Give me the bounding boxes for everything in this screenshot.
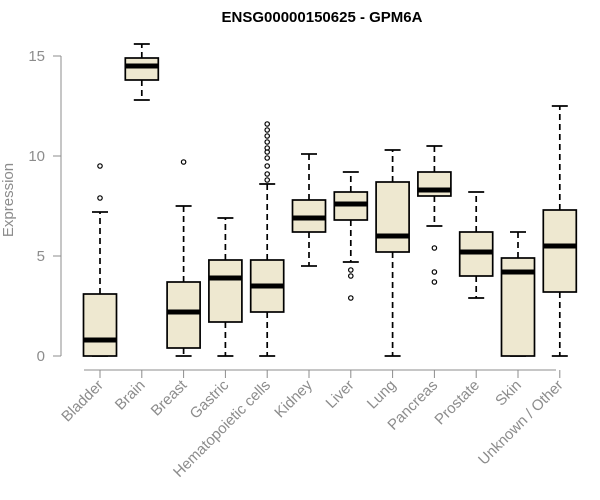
y-tick-label: 15 xyxy=(28,48,45,65)
box-group xyxy=(166,159,201,357)
boxes xyxy=(82,43,578,357)
category-label: Kidney xyxy=(271,376,316,421)
outlier-point xyxy=(180,159,187,165)
y-ticks: 0 5 10 15 xyxy=(28,48,61,365)
box-group xyxy=(249,121,285,357)
iqr-box xyxy=(375,181,410,253)
box-group xyxy=(542,105,578,357)
outlier-point xyxy=(264,177,271,183)
iqr-box xyxy=(208,259,243,323)
category-label: Bladder xyxy=(58,377,107,426)
iqr-box xyxy=(166,281,201,349)
y-axis-label: Expression xyxy=(0,163,17,237)
outlier-point xyxy=(347,295,354,301)
outlier-point xyxy=(347,267,354,273)
outlier-point xyxy=(264,127,271,133)
iqr-box xyxy=(542,209,578,293)
outlier-point xyxy=(264,145,271,151)
y-tick-label: 5 xyxy=(37,248,45,265)
outlier-point xyxy=(97,163,103,169)
y-tick-label: 10 xyxy=(28,148,45,165)
outlier-point xyxy=(431,269,438,275)
box-group xyxy=(333,171,369,301)
box-group xyxy=(500,231,536,357)
box-group xyxy=(208,217,243,357)
category-label: Skin xyxy=(492,377,525,410)
outlier-point xyxy=(264,121,271,127)
box-group xyxy=(82,163,118,357)
box-group xyxy=(124,43,160,101)
x-ticks xyxy=(99,370,561,378)
category-label: Breast xyxy=(148,376,191,419)
y-tick-label: 0 xyxy=(37,348,45,365)
chart-title: ENSG00000150625 - GPM6A xyxy=(222,9,423,26)
box-group xyxy=(458,191,494,299)
outlier-point xyxy=(264,163,271,169)
category-label: Liver xyxy=(323,377,358,412)
box-group xyxy=(375,149,410,357)
outlier-point xyxy=(264,171,271,177)
box-group xyxy=(291,153,327,267)
iqr-box xyxy=(82,293,118,357)
outlier-point xyxy=(264,155,271,161)
outlier-point xyxy=(347,273,354,279)
box-group xyxy=(417,145,452,285)
outlier-point xyxy=(97,195,103,201)
category-label: Prostate xyxy=(431,377,483,429)
category-label: Lung xyxy=(364,377,400,413)
outlier-point xyxy=(431,245,438,251)
outlier-point xyxy=(431,279,438,285)
outlier-point xyxy=(264,133,271,139)
iqr-box xyxy=(124,57,160,81)
category-label: Brain xyxy=(112,377,149,414)
outlier-point xyxy=(264,139,271,145)
